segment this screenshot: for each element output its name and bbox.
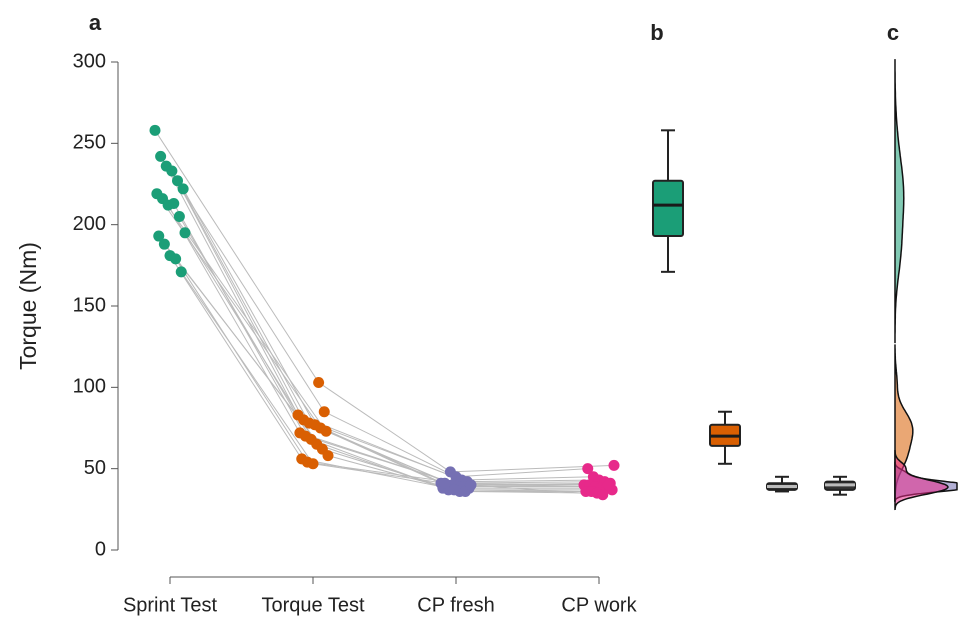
y-tick-label: 150 [73,294,106,316]
point [155,150,167,162]
point [322,450,334,462]
point [166,165,178,177]
box [652,179,684,238]
panel-label: c [887,20,899,45]
point [168,198,180,210]
pair-line [318,382,451,473]
y-tick-label: 100 [73,376,106,398]
pair-line [169,255,303,460]
x-tick-label: Sprint Test [123,594,218,616]
panel-label: b [650,20,663,45]
point [602,479,614,491]
y-tick-label: 50 [84,457,106,479]
pair-line [177,180,310,424]
y-tick-label: 300 [73,50,106,72]
point [172,175,183,187]
y-axis-label: Torque (Nm) [15,242,41,370]
point [170,253,182,265]
point [608,459,620,471]
pair-line [312,463,445,484]
point [158,238,170,250]
pair-line [171,170,305,421]
y-tick-label: 250 [73,132,106,154]
point [173,211,185,223]
panel-label: a [89,10,102,35]
point [177,183,189,195]
y-tick-label: 0 [95,538,106,560]
density [894,450,949,511]
pair-line [322,448,455,491]
pair-line [165,165,299,416]
pair-line [178,216,312,440]
point [318,406,330,418]
pair-line [467,479,600,483]
x-tick-label: CP work [561,594,637,616]
point [465,479,477,491]
x-tick-label: CP fresh [417,594,494,616]
pair-line [455,468,588,478]
point [439,477,451,489]
pair-line [182,188,316,425]
point [313,376,325,388]
point [149,124,161,136]
pair-line [154,130,320,383]
point [597,489,609,501]
point [320,425,332,437]
x-tick-label: Torque Test [261,594,364,616]
point [179,227,191,239]
pair-line [184,232,318,445]
point [582,463,594,475]
pair-line [162,198,327,432]
pair-line [461,476,594,481]
density [894,59,905,344]
pair-line [167,204,301,434]
point [307,458,319,470]
y-tick-label: 200 [73,213,106,235]
pair-line [180,271,314,465]
point [175,266,187,278]
point [153,230,165,242]
pair-line [324,411,457,478]
